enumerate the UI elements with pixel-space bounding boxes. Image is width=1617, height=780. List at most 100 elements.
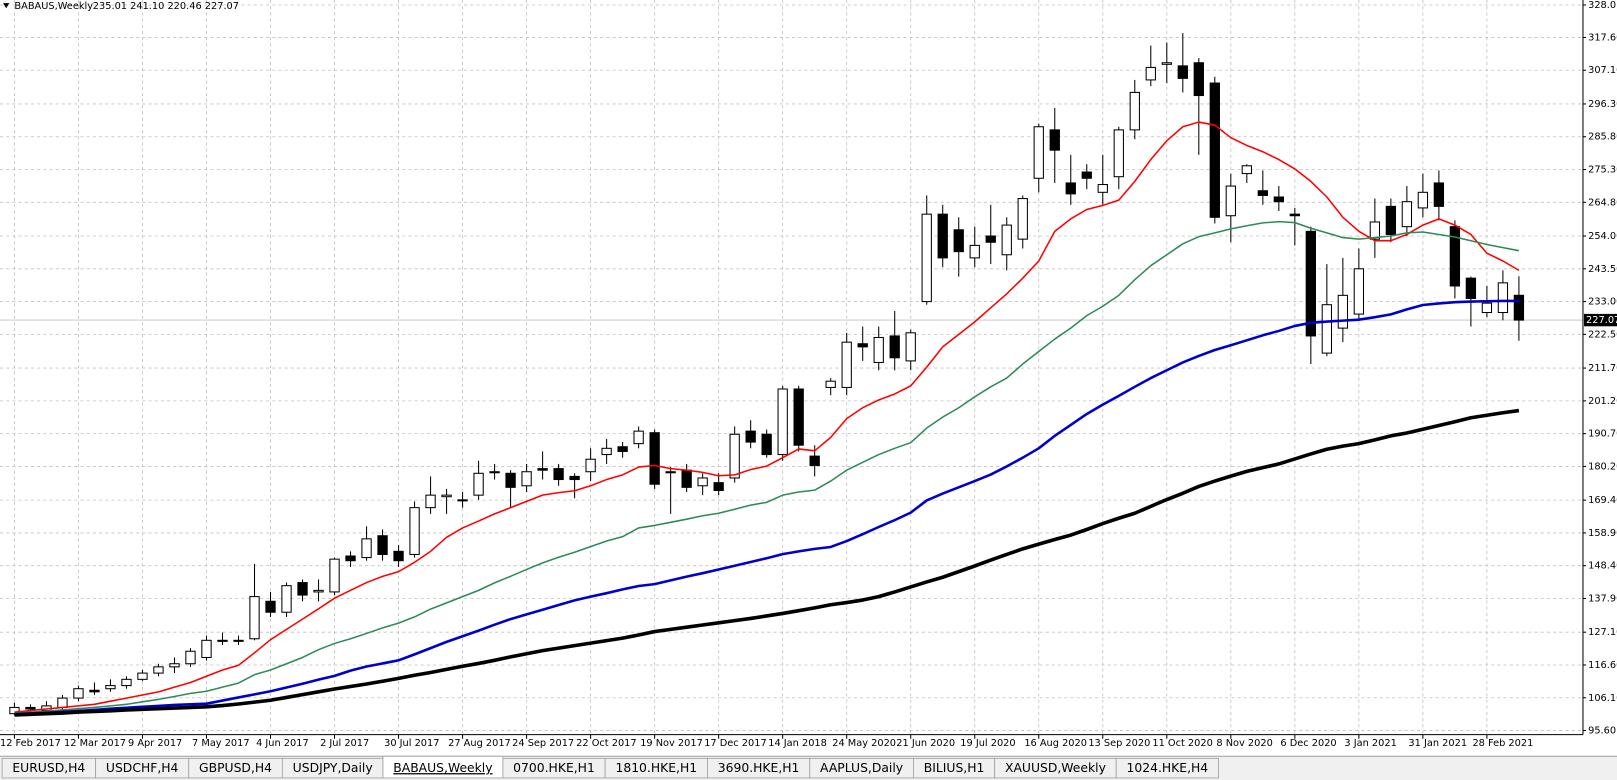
tab[interactable]: 0700.HKE,H1	[502, 757, 606, 779]
y-tick-label: 233.00	[1588, 297, 1617, 308]
y-tick-label: 116.60	[1588, 660, 1617, 671]
candle-body	[889, 335, 900, 359]
y-tick-label: 285.80	[1588, 132, 1617, 143]
x-tick-label: 14 Jan 2018	[768, 738, 827, 749]
candle-body	[185, 650, 196, 665]
x-tick-label: 16 Aug 2020	[1024, 738, 1087, 749]
candle-body	[1065, 182, 1076, 195]
candle-body	[1033, 126, 1044, 179]
tab-background[interactable]	[1115, 757, 1219, 779]
candle-body	[969, 244, 980, 259]
candle-body	[921, 213, 932, 303]
candle-body	[153, 666, 164, 674]
candle-body	[841, 341, 852, 388]
candle-body	[825, 380, 836, 388]
tab-label[interactable]: 1810.HKE,H1	[615, 761, 697, 775]
tab-label[interactable]: BABAUS,Weekly	[393, 761, 492, 775]
menu-arrow[interactable]	[3, 3, 10, 9]
tab-label[interactable]: USDJPY,Daily	[293, 761, 373, 775]
tab[interactable]: 1024.HKE,H4	[1115, 757, 1219, 779]
tab-label[interactable]: XAUUSD,Weekly	[1005, 761, 1106, 775]
x-tick-label: 19 Jul 2020	[960, 738, 1015, 749]
candle-body	[809, 455, 820, 467]
y-tick-label: 180.20	[1588, 461, 1617, 472]
tab[interactable]: USDJPY,Daily	[281, 757, 384, 779]
tab-label[interactable]: 3690.HKE,H1	[718, 761, 800, 775]
tab[interactable]: AAPLUS,Daily	[809, 757, 914, 779]
moving-average-line	[14, 408, 1520, 717]
candle-body	[1433, 182, 1445, 207]
x-tick-label: 3 Jan 2021	[1344, 738, 1396, 749]
last-price-box	[1584, 313, 1617, 327]
candle-body	[1145, 66, 1156, 81]
tab[interactable]: EURUSD,H4	[1, 757, 97, 779]
candle-body	[665, 471, 676, 474]
candle-body	[1497, 282, 1509, 314]
candle-body	[441, 494, 452, 498]
candle-body	[265, 600, 276, 613]
tab[interactable]: 1810.HKE,H1	[604, 757, 708, 779]
candle-body	[1289, 213, 1300, 217]
candle-body	[1257, 190, 1268, 196]
tab[interactable]: USDCHF,H4	[95, 757, 190, 779]
candle-body	[121, 678, 132, 687]
tab-label[interactable]: AAPLUS,Daily	[820, 761, 903, 775]
x-tick-label: 13 Sep 2020	[1088, 738, 1150, 749]
candle-body	[1449, 226, 1461, 287]
candle-body	[1321, 304, 1333, 354]
y-tick-label: 190.70	[1588, 429, 1617, 440]
y-tick-label: 137.90	[1588, 593, 1617, 604]
moving-average-line	[14, 220, 1520, 714]
candle-body	[521, 471, 532, 487]
candle-body	[873, 336, 884, 363]
tab-label[interactable]: GBPUSD,H4	[199, 761, 272, 775]
tab[interactable]: BABAUS,Weekly	[382, 755, 504, 779]
candle-body	[473, 472, 484, 496]
tab[interactable]: 3690.HKE,H1	[707, 757, 811, 779]
y-tick-label: 106.10	[1588, 693, 1617, 704]
x-tick-label: 24 Sep 2017	[512, 738, 574, 749]
tab-label[interactable]: 1024.HKE,H4	[1127, 761, 1209, 775]
tab[interactable]: BILIUS,H1	[913, 757, 996, 779]
x-tick-label: 7 May 2017	[192, 738, 250, 749]
candle-body	[697, 477, 708, 487]
candle-body	[25, 706, 36, 710]
candle-body	[905, 332, 916, 362]
candle-body	[553, 468, 564, 481]
tab[interactable]: XAUUSD,Weekly	[994, 757, 1117, 779]
candle-body	[649, 432, 660, 485]
candle-body	[393, 550, 404, 562]
x-tick-label: 27 Aug 2017	[448, 738, 511, 749]
y-tick-label: 243.50	[1588, 264, 1617, 275]
candle-body	[361, 538, 372, 559]
y-tick-label: 169.40	[1588, 495, 1617, 506]
candle-body	[1241, 165, 1252, 175]
candle-body	[585, 458, 596, 473]
candle-body	[1193, 62, 1204, 97]
tab-label[interactable]: 0700.HKE,H1	[513, 761, 595, 775]
candle-body	[281, 585, 292, 613]
candle-body	[1369, 221, 1381, 240]
candle-body	[633, 430, 644, 445]
candle-body	[1337, 294, 1349, 329]
y-tick-label: 328.0	[1588, 0, 1616, 11]
candle-body	[1273, 196, 1284, 203]
symbol-label: BABAUS,Weekly	[14, 1, 93, 12]
ohlc-label: 235.01 241.10 220.46 227.07	[93, 1, 239, 12]
candle-body	[777, 388, 788, 456]
tab-label[interactable]: USDCHF,H4	[106, 761, 179, 775]
candle-body	[793, 388, 804, 446]
tab-label[interactable]: BILIUS,H1	[924, 761, 985, 775]
x-tick-label: 17 Dec 2017	[704, 738, 766, 749]
x-tick-label: 24 May 2020	[832, 738, 896, 749]
tab-label[interactable]: EURUSD,H4	[12, 761, 85, 775]
candle-body	[985, 235, 996, 243]
candle-body	[1401, 201, 1413, 228]
candle-body	[1481, 302, 1493, 314]
y-tick-label: 211.70	[1588, 363, 1617, 374]
candle-body	[377, 535, 388, 555]
tab[interactable]: GBPUSD,H4	[188, 757, 283, 779]
